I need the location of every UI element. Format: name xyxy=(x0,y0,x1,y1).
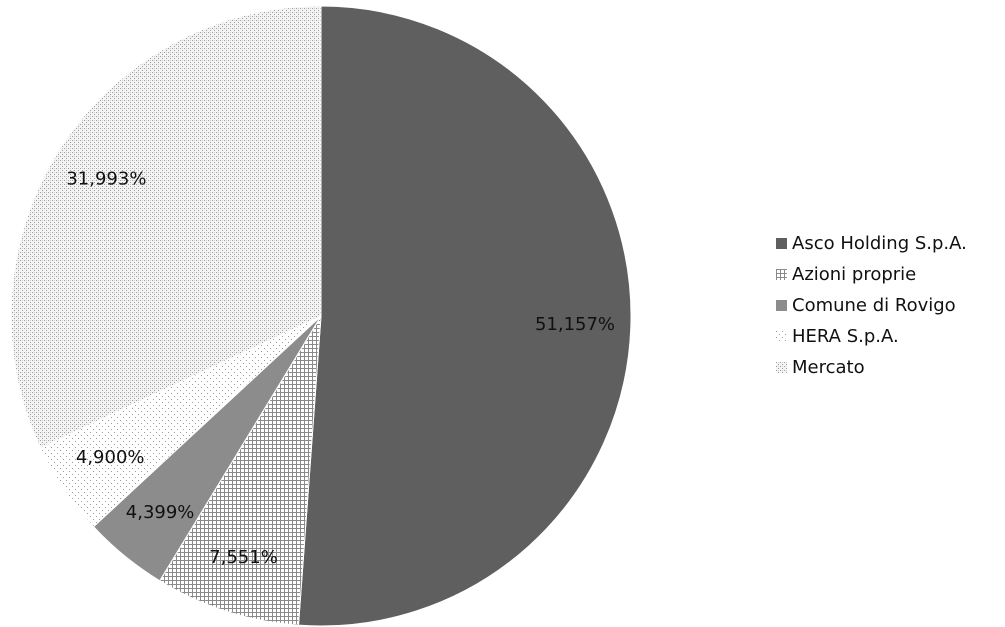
legend-swatch-asco-holding-s-p-a xyxy=(776,238,787,249)
legend-item-asco-holding-s-p-a: Asco Holding S.p.A. xyxy=(776,228,967,259)
legend-label: Asco Holding S.p.A. xyxy=(792,233,967,254)
legend-swatch-azioni-proprie xyxy=(776,269,787,280)
legend-label: Azioni proprie xyxy=(792,264,917,285)
legend-item-azioni-proprie: Azioni proprie xyxy=(776,259,967,290)
legend: Asco Holding S.p.A. Azioni proprie Comune … xyxy=(776,228,967,383)
legend-item-hera-s-p-a: HERA S.p.A. xyxy=(776,321,967,352)
pie-slice-mercato xyxy=(10,5,322,449)
data-label-comune-di-rovigo: 4,399% xyxy=(126,502,195,523)
legend-swatch-mercato xyxy=(776,362,787,373)
data-label-mercato: 31,993% xyxy=(66,169,146,190)
legend-swatch-hera-s-p-a xyxy=(776,331,787,342)
legend-label: Mercato xyxy=(792,357,865,378)
legend-item-mercato: Mercato xyxy=(776,352,967,383)
data-label-asco-holding-s-p-a: 51,157% xyxy=(535,314,615,335)
legend-label: Comune di Rovigo xyxy=(792,295,956,316)
pie-slice-azioni-proprie xyxy=(159,315,322,626)
data-label-azioni-proprie: 7,551% xyxy=(209,547,278,568)
legend-item-comune-di-rovigo: Comune di Rovigo xyxy=(776,290,967,321)
legend-swatch-comune-di-rovigo xyxy=(776,300,787,311)
data-label-hera-s-p-a: 4,900% xyxy=(76,447,145,468)
pie-slice-asco-holding-s-p-a xyxy=(297,5,632,627)
legend-label: HERA S.p.A. xyxy=(792,326,899,347)
